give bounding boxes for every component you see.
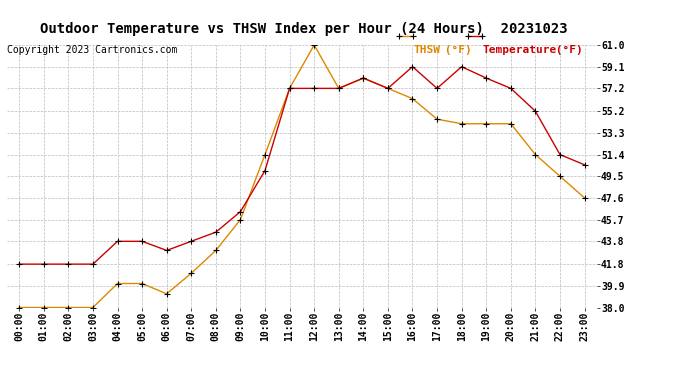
Text: THSW: THSW [414, 45, 441, 55]
Text: Outdoor Temperature vs THSW Index per Hour (24 Hours)  20231023: Outdoor Temperature vs THSW Index per Ho… [40, 22, 567, 36]
Text: Temperature: Temperature [483, 45, 558, 55]
Text: (°F): (°F) [549, 45, 583, 55]
Text: Copyright 2023 Cartronics.com: Copyright 2023 Cartronics.com [7, 45, 177, 55]
Text: (°F): (°F) [438, 45, 472, 55]
